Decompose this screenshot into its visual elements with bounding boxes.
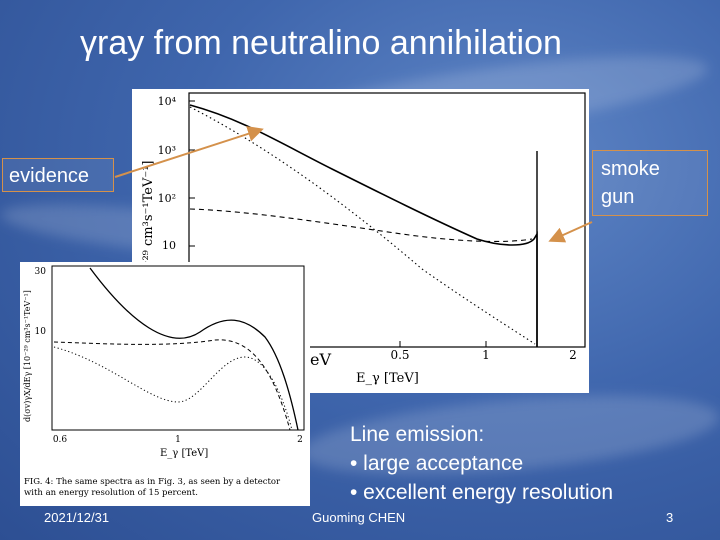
x-tick-label: 0.5	[390, 348, 409, 362]
inset-caption-line: FIG. 4: The same spectra as in Fig. 3, a…	[24, 477, 281, 487]
inset-x-tick-label: 1	[175, 435, 181, 445]
inset-y-tick-label: 10	[35, 327, 47, 337]
x-tick-fragment: eV	[310, 350, 331, 369]
series-dashed-curve	[189, 208, 533, 243]
slide-title: γray from neutralino annihilation	[80, 24, 562, 62]
inset-series-dotted	[53, 346, 293, 431]
inset-frame	[51, 265, 305, 431]
inset-y-tick-label: 30	[35, 267, 47, 277]
plot-frame	[188, 92, 586, 348]
inset-x-tick-label: 0.6	[53, 435, 68, 445]
inset-series-dashed	[53, 339, 291, 431]
y-tick-label: 10⁴	[158, 95, 177, 108]
footer-author: Guoming CHEN	[312, 510, 406, 525]
x-tick-label: 2	[569, 348, 577, 362]
footer-date: 2021/12/31	[44, 510, 110, 525]
bullet-heading: Line emission:	[350, 423, 485, 446]
callout-smoke-gun: smoke gun	[592, 150, 708, 216]
bullet-item: • large acceptance	[350, 452, 524, 475]
x-axis-label: E_γ [TeV]	[356, 371, 419, 386]
y-tick-label: 10²	[158, 192, 176, 205]
inset-smeared-svg: 30 10 d(σv)γX/dEγ [10⁻²⁹ cm³s⁻¹TeV⁻¹] 0.…	[23, 265, 305, 498]
inset-x-axis-label: E_γ [TeV]	[160, 448, 208, 459]
bullet-list: Line emission: • large acceptance • exce…	[350, 420, 690, 507]
arrow-evidence	[114, 126, 264, 178]
callout-evidence: evidence	[2, 158, 114, 192]
inset-y-axis-label: d(σv)γX/dEγ [10⁻²⁹ cm³s⁻¹TeV⁻¹]	[23, 290, 32, 422]
inset-smeared-plot: 30 10 d(σv)γX/dEγ [10⁻²⁹ cm³s⁻¹TeV⁻¹] 0.…	[20, 262, 310, 506]
callout-smoke-gun-line: smoke	[601, 158, 660, 180]
y-axis-label: [10⁻²⁹ cm³s⁻¹TeV⁻¹]	[141, 161, 156, 289]
inset-series-solid	[89, 267, 299, 431]
y-tick-label: 10³	[158, 144, 176, 157]
callout-smoke-gun-line: gun	[601, 186, 635, 208]
x-tick-label: 1	[482, 348, 490, 362]
inset-caption-line: with an energy resolution of 15 percent.	[24, 488, 198, 498]
bullet-item: • excellent energy resolution	[350, 481, 614, 504]
y-tick-label: 10	[162, 239, 176, 252]
inset-x-tick-label: 2	[297, 435, 303, 445]
footer-page-number: 3	[666, 510, 674, 525]
arrow-smoke-gun	[548, 221, 593, 243]
